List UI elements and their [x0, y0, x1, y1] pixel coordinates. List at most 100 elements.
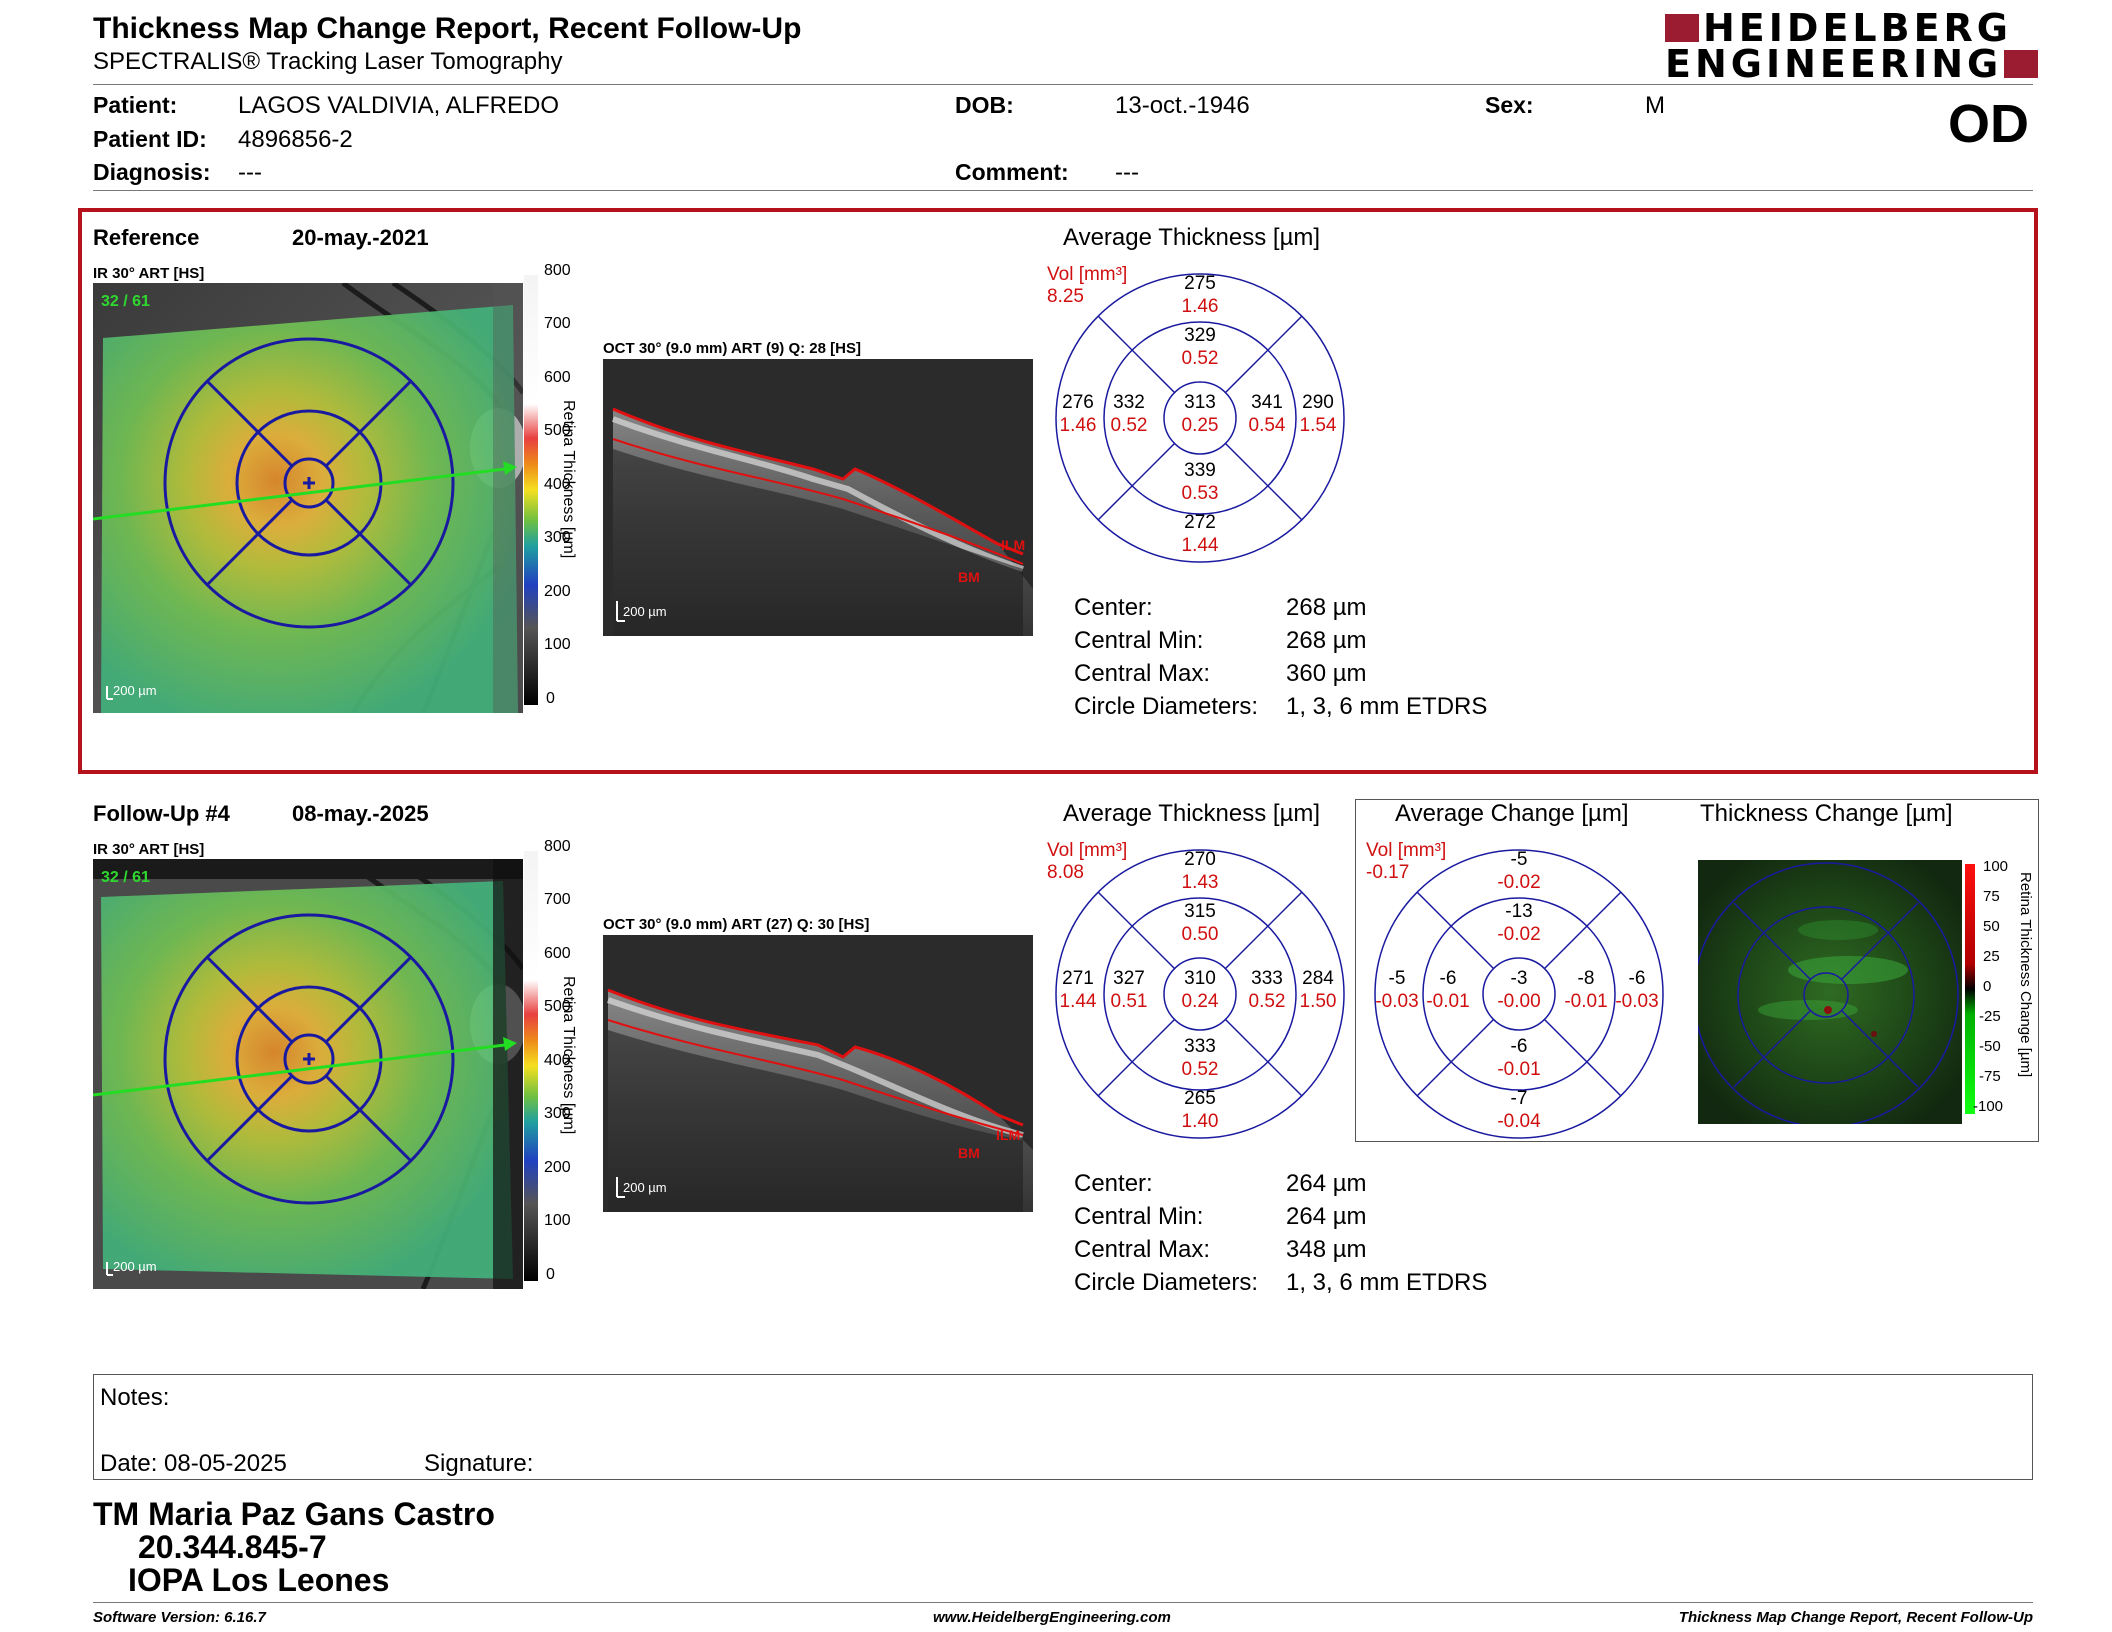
- reference-stats: Center: 268 µm Central Min: 268 µm Central…: [1074, 594, 1488, 720]
- reference-inner-inf-value: 339 0.53: [1181, 460, 1219, 504]
- followup-oct-image: ILM BM 200 µm: [603, 935, 1033, 1212]
- footer-software-version: Software Version: 6.16.7: [93, 1609, 266, 1626]
- change-chart-title: Average Change [µm]: [1395, 800, 1629, 827]
- reference-etdrs-grid: [1052, 270, 1348, 566]
- followup-inner-temp-value: 327 0.51: [1110, 968, 1148, 1012]
- patient-id: 4896856-2: [238, 126, 353, 153]
- signature-rut: 20.344.845-7: [138, 1529, 327, 1565]
- reference-outer-sup-value: 275 1.46: [1181, 273, 1219, 317]
- reference-oct-image: ILM BM 200 µm: [603, 359, 1033, 636]
- dob-label: DOB:: [955, 92, 1014, 118]
- footer-divider: [93, 1602, 2033, 1603]
- notes-label: Notes:: [100, 1384, 170, 1411]
- patient-name: LAGOS VALDIVIA, ALFREDO: [238, 92, 559, 119]
- change-inner-inf-value: -6 -0.01: [1497, 1036, 1541, 1080]
- followup-layer-ilm: ILM: [996, 1127, 1021, 1143]
- reference-colorbar: [524, 275, 538, 705]
- notes-signature-label: Signature:: [424, 1450, 534, 1477]
- reference-ir-label: IR 30° ART [HS]: [93, 265, 205, 282]
- report-subtitle: SPECTRALIS® Tracking Laser Tomography: [93, 48, 563, 75]
- change-inner-temp-value: -6 -0.01: [1426, 968, 1470, 1012]
- change-inner-sup-value: -13 -0.02: [1497, 901, 1541, 945]
- followup-label: Follow-Up #4: [93, 801, 230, 826]
- change-outer-nas-value: -6 -0.03: [1615, 968, 1659, 1012]
- report-title: Thickness Map Change Report, Recent Foll…: [93, 12, 802, 45]
- signature-name: TM Maria Paz Gans Castro: [93, 1496, 495, 1532]
- footer-url: www.HeidelbergEngineering.com: [933, 1609, 1171, 1626]
- reference-colorbar-ticks: 800 700 600 500 400 300 200 100 0: [544, 262, 571, 707]
- reference-colorbar-title: Retina Thickness [µm]: [560, 400, 577, 559]
- comment-value: ---: [1115, 159, 1139, 186]
- reference-inner-nas-value: 341 0.54: [1248, 392, 1286, 436]
- reference-oct-label: OCT 30° (9.0 mm) ART (9) Q: 28 [HS]: [603, 340, 861, 357]
- thickness-change-ticks: 100 75 50 25 0 -25 -50 -75 -100: [1973, 858, 2009, 1115]
- reference-scale-bar: 200 µm: [113, 683, 157, 698]
- followup-inner-inf-value: 333 0.52: [1181, 1036, 1219, 1080]
- followup-scale-bar: 200 µm: [113, 1259, 157, 1274]
- comment-label: Comment:: [955, 159, 1069, 185]
- followup-outer-temp-value: 271 1.44: [1059, 968, 1097, 1012]
- followup-stats: Center: 264 µm Central Min: 264 µm Central…: [1074, 1170, 1488, 1296]
- dob-value: 13-oct.-1946: [1115, 92, 1250, 119]
- reference-vol-label: Vol [mm³]: [1047, 264, 1128, 285]
- followup-outer-nas-value: 284 1.50: [1299, 968, 1337, 1012]
- patient-divider: [93, 190, 2033, 191]
- reference-vol-value: 8.25: [1047, 286, 1084, 307]
- change-panel: [1355, 799, 2039, 1142]
- followup-date: 08-may.-2025: [292, 801, 429, 826]
- followup-fundus-image: 32 / 61 200 µm: [93, 859, 523, 1289]
- followup-center-value: 310 0.24: [1181, 968, 1219, 1012]
- followup-frame-counter: 32 / 61: [101, 869, 150, 886]
- followup-colorbar-title: Retina Thickness [µm]: [560, 976, 577, 1135]
- logo-square-icon: [1665, 14, 1699, 42]
- followup-ir-label: IR 30° ART [HS]: [93, 841, 205, 858]
- thickness-change-title: Thickness Change [µm]: [1700, 800, 1953, 827]
- reference-outer-temp-value: 276 1.46: [1059, 392, 1097, 436]
- logo-square-icon: [2004, 50, 2039, 78]
- change-vol-value: -0.17: [1366, 862, 1410, 883]
- change-center-value: -3 -0.00: [1497, 968, 1541, 1012]
- followup-outer-inf-value: 265 1.40: [1181, 1088, 1219, 1132]
- thickness-change-colorbar-title: Retina Thickness Change [µm]: [2017, 872, 2034, 1078]
- change-inner-nas-value: -8 -0.01: [1564, 968, 1608, 1012]
- diagnosis-label: Diagnosis:: [93, 159, 211, 185]
- reference-layer-ilm: ILM: [1001, 537, 1026, 553]
- followup-outer-sup-value: 270 1.43: [1181, 849, 1219, 893]
- patient-label: Patient:: [93, 92, 178, 118]
- notes-date: Date: 08-05-2025: [100, 1450, 287, 1477]
- reference-label: Reference: [93, 225, 200, 250]
- followup-etdrs-grid: [1052, 846, 1348, 1142]
- reference-layer-bm: BM: [958, 569, 980, 585]
- followup-chart-title: Average Thickness [µm]: [1063, 800, 1321, 827]
- followup-layer-bm: BM: [958, 1145, 980, 1161]
- change-outer-inf-value: -7 -0.04: [1497, 1088, 1541, 1132]
- logo-line2: ENGINEERING: [1665, 42, 2003, 86]
- header-divider: [93, 84, 2033, 85]
- followup-inner-sup-value: 315 0.50: [1181, 901, 1219, 945]
- logo-line1: HEIDELBERG: [1703, 6, 2012, 50]
- reference-outer-nas-value: 290 1.54: [1299, 392, 1337, 436]
- followup-inner-nas-value: 333 0.52: [1248, 968, 1286, 1012]
- reference-center-value: 313 0.25: [1181, 392, 1219, 436]
- signature-org: IOPA Los Leones: [128, 1562, 390, 1598]
- followup-oct-label: OCT 30° (9.0 mm) ART (27) Q: 30 [HS]: [603, 916, 870, 933]
- reference-frame-counter: 32 / 61: [101, 293, 150, 310]
- reference-outer-inf-value: 272 1.44: [1181, 512, 1219, 556]
- notes-box: [93, 1374, 2033, 1480]
- sex-value: M: [1645, 92, 1665, 119]
- heidelberg-logo: HEIDELBERG: [1665, 6, 2012, 50]
- eye-label: OD: [1948, 94, 2029, 154]
- followup-vol-value: 8.08: [1047, 862, 1084, 883]
- change-etdrs-grid: [1371, 846, 1667, 1142]
- reference-chart-title: Average Thickness [µm]: [1063, 224, 1321, 251]
- followup-oct-scale-bar: 200 µm: [623, 1180, 667, 1195]
- reference-fundus-image: 32 / 61 200 µm: [93, 283, 523, 713]
- heidelberg-logo-line2: ENGINEERING: [1665, 42, 2039, 86]
- reference-highlight-box: [78, 208, 2038, 774]
- reference-inner-sup-value: 329 0.52: [1181, 325, 1219, 369]
- diagnosis-value: ---: [238, 159, 262, 186]
- followup-colorbar: [524, 851, 538, 1281]
- reference-inner-temp-value: 332 0.52: [1110, 392, 1148, 436]
- change-vol-label: Vol [mm³]: [1366, 840, 1447, 861]
- patient-id-label: Patient ID:: [93, 126, 207, 152]
